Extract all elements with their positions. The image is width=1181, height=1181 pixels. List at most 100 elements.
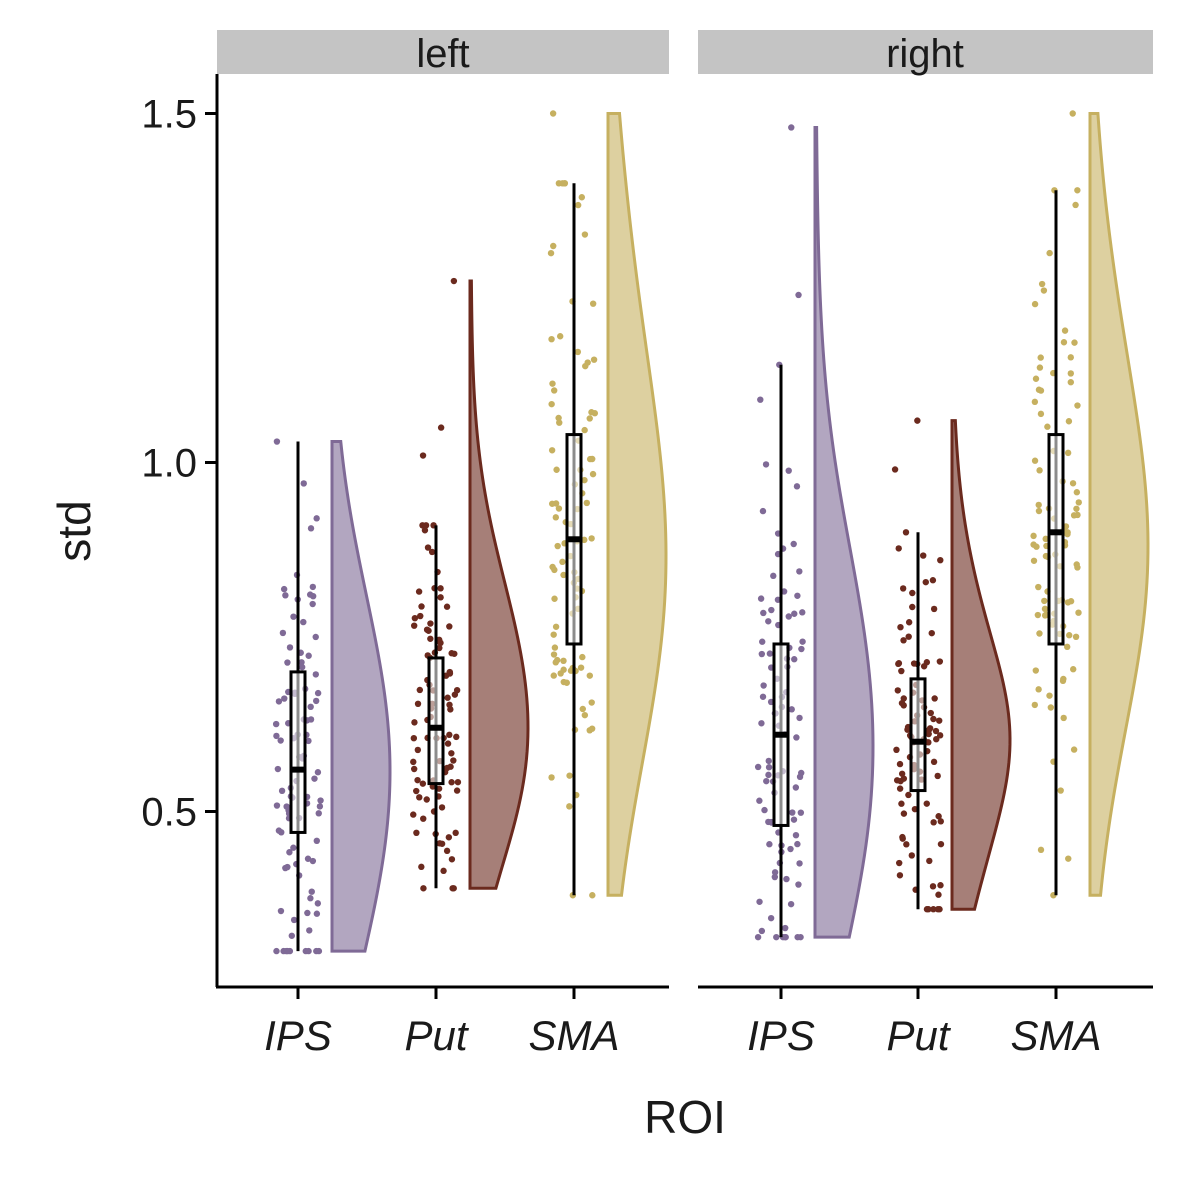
data-point bbox=[581, 426, 588, 434]
data-point bbox=[1065, 855, 1072, 862]
panel-right bbox=[754, 110, 1150, 941]
data-point bbox=[1067, 598, 1075, 605]
data-point bbox=[548, 774, 555, 781]
data-point bbox=[590, 356, 598, 363]
data-point bbox=[759, 507, 767, 515]
data-point bbox=[448, 856, 456, 863]
data-point bbox=[551, 644, 559, 651]
data-point bbox=[905, 791, 912, 799]
data-point bbox=[437, 424, 445, 431]
data-point bbox=[589, 300, 597, 307]
data-point bbox=[925, 906, 932, 913]
data-point bbox=[410, 811, 417, 818]
data-point bbox=[930, 819, 937, 826]
data-point bbox=[1031, 701, 1039, 709]
data-point bbox=[424, 544, 432, 551]
data-point bbox=[311, 775, 318, 782]
data-point bbox=[1057, 787, 1064, 794]
data-point bbox=[903, 841, 910, 848]
data-point bbox=[1046, 692, 1053, 699]
data-point bbox=[423, 626, 431, 633]
data-point bbox=[277, 737, 284, 744]
data-point bbox=[450, 757, 457, 764]
data-point bbox=[273, 732, 280, 740]
data-point bbox=[899, 835, 906, 842]
density-cloud bbox=[330, 440, 392, 953]
data-point bbox=[552, 500, 560, 507]
data-point bbox=[275, 827, 283, 834]
data-point bbox=[780, 588, 788, 595]
group-ips bbox=[754, 124, 875, 941]
data-point bbox=[1030, 532, 1037, 540]
data-point bbox=[905, 633, 912, 640]
data-point bbox=[306, 591, 314, 598]
data-point bbox=[785, 467, 792, 474]
data-point bbox=[759, 638, 766, 645]
data-point bbox=[1035, 507, 1043, 515]
density-cloud bbox=[606, 112, 668, 897]
data-point bbox=[547, 249, 555, 257]
data-point bbox=[420, 815, 427, 822]
data-point bbox=[898, 770, 906, 777]
data-point bbox=[448, 750, 455, 757]
y-tick-label: 0.5 bbox=[141, 791, 197, 835]
data-point bbox=[896, 760, 904, 768]
data-point bbox=[761, 806, 768, 814]
data-point bbox=[556, 419, 563, 426]
data-point bbox=[416, 686, 424, 694]
data-point bbox=[920, 663, 928, 670]
data-point bbox=[586, 672, 593, 679]
data-point bbox=[928, 629, 935, 637]
box bbox=[909, 677, 927, 793]
data-point bbox=[1040, 287, 1048, 294]
data-point bbox=[799, 609, 806, 616]
data-point bbox=[280, 947, 287, 955]
data-point bbox=[420, 885, 427, 892]
data-point bbox=[414, 776, 421, 784]
data-point bbox=[935, 813, 942, 820]
data-point bbox=[1032, 667, 1040, 674]
data-point bbox=[1061, 327, 1069, 334]
data-point bbox=[930, 758, 938, 766]
data-point bbox=[446, 670, 454, 677]
data-point bbox=[438, 840, 446, 847]
data-point bbox=[438, 804, 446, 811]
data-point bbox=[548, 400, 555, 408]
data-point bbox=[787, 900, 795, 908]
data-point bbox=[418, 603, 425, 610]
data-point bbox=[309, 857, 317, 865]
data-point bbox=[314, 689, 322, 697]
data-point bbox=[552, 623, 560, 630]
data-point bbox=[584, 359, 591, 366]
data-point bbox=[290, 613, 297, 620]
data-point bbox=[900, 810, 908, 817]
data-point bbox=[795, 881, 802, 888]
data-point bbox=[895, 660, 902, 668]
data-point bbox=[444, 740, 452, 747]
data-point bbox=[792, 784, 800, 791]
data-point bbox=[449, 885, 456, 892]
data-point bbox=[758, 720, 765, 727]
data-point bbox=[437, 585, 444, 592]
data-point bbox=[447, 706, 454, 713]
data-point bbox=[278, 787, 286, 795]
data-point bbox=[305, 947, 312, 955]
data-point bbox=[272, 720, 280, 728]
y-tick-label: 1.0 bbox=[141, 442, 197, 486]
data-point bbox=[555, 414, 562, 422]
data-point bbox=[444, 694, 451, 701]
x-tick-label: SMA bbox=[528, 1012, 619, 1059]
data-point bbox=[579, 653, 586, 661]
data-point bbox=[290, 844, 297, 851]
data-point bbox=[1069, 110, 1076, 117]
data-point bbox=[759, 693, 767, 700]
data-point bbox=[284, 863, 291, 871]
data-point bbox=[929, 883, 937, 890]
box bbox=[427, 656, 445, 786]
data-point bbox=[550, 672, 557, 679]
data-point bbox=[1037, 354, 1044, 361]
data-point bbox=[415, 588, 423, 595]
data-point bbox=[766, 841, 773, 848]
data-point bbox=[446, 623, 453, 630]
data-point bbox=[277, 907, 285, 915]
